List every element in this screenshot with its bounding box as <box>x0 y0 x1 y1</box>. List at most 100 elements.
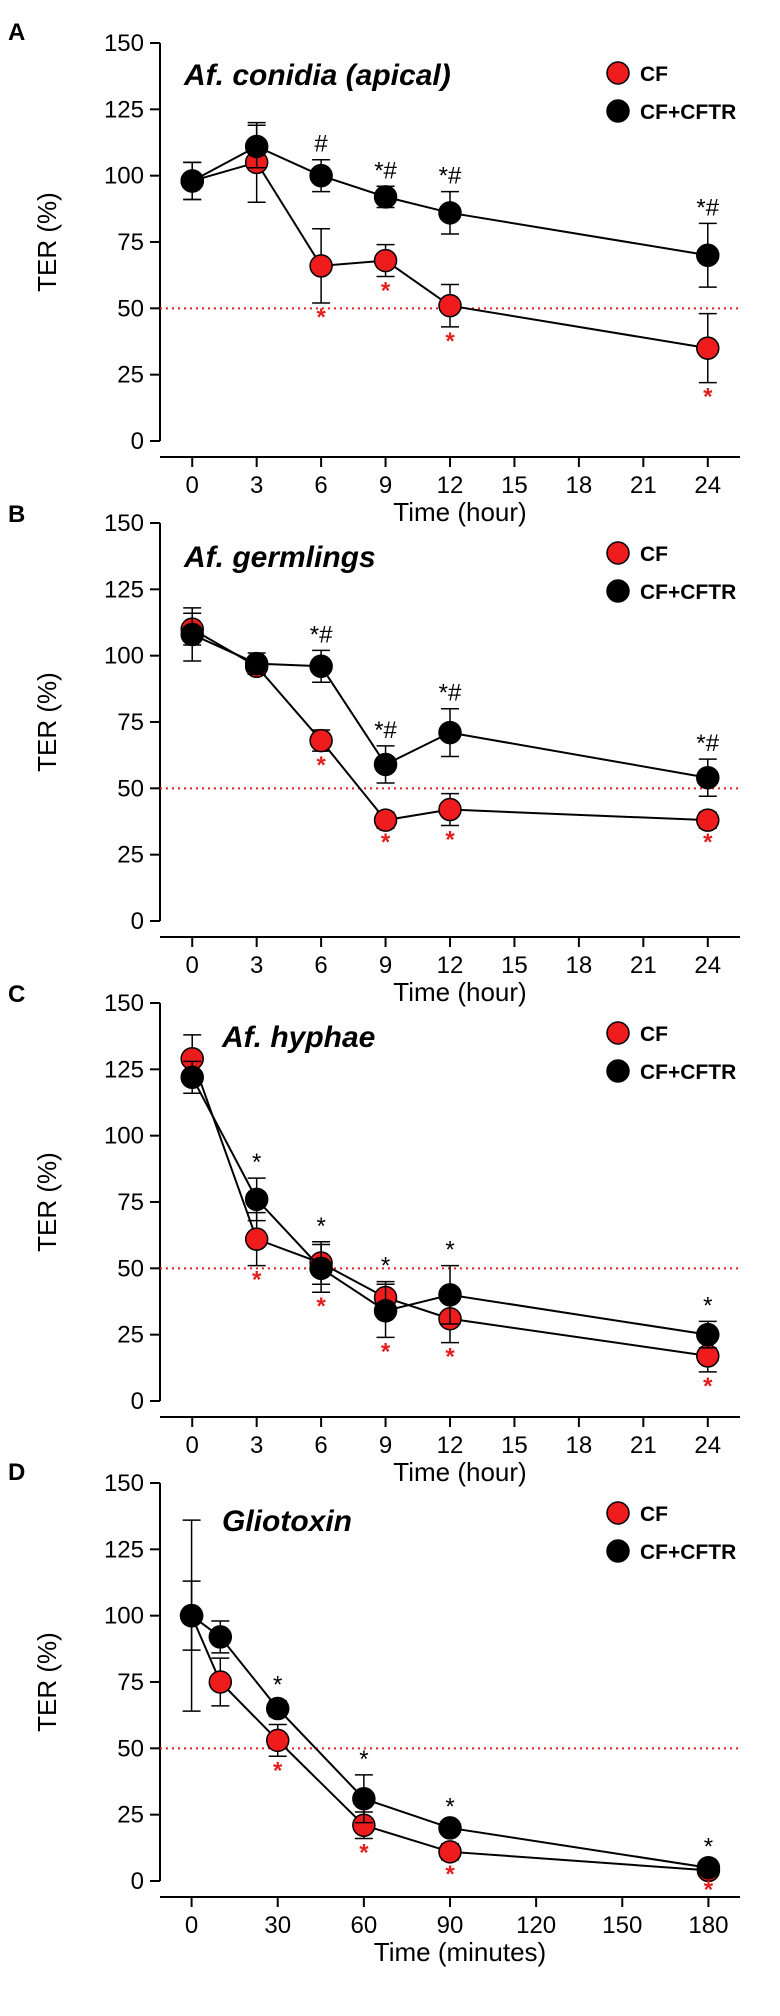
y-tick-label: 100 <box>104 643 144 670</box>
significance-marker-top: * <box>704 1833 713 1860</box>
data-point <box>309 728 333 753</box>
data-point <box>373 248 398 273</box>
x-tick-label: 24 <box>694 1432 721 1459</box>
significance-marker-bottom: * <box>316 752 326 779</box>
significance-marker-top: * <box>359 1746 368 1773</box>
panel-d: D 0 25 50 75 100 125 150 TER (%) 0 30 60 90 120 150 180… <box>8 1459 740 1967</box>
panel-letter: D <box>8 1459 25 1486</box>
series-line <box>191 1076 708 1336</box>
significance-marker-bottom: * <box>704 1877 714 1904</box>
data-point <box>208 1670 233 1694</box>
data-point <box>208 1625 233 1649</box>
x-tick-label: 3 <box>250 1432 263 1459</box>
x-tick-label: 18 <box>566 1432 593 1459</box>
legend-label-cf-cftr: CF+CFTR <box>640 1061 736 1084</box>
data-point <box>179 1603 204 1628</box>
significance-marker-bottom: * <box>316 304 326 331</box>
data-point <box>309 1256 333 1281</box>
significance-marker-bottom: * <box>381 277 391 304</box>
y-tick-label: 150 <box>104 1470 144 1497</box>
significance-marker-top: # <box>314 131 328 158</box>
y-tick-label: 50 <box>117 1735 144 1762</box>
significance-marker-bottom: * <box>316 1293 326 1320</box>
legend: CF CF+CFTR <box>606 1501 736 1564</box>
x-tick-label: 180 <box>688 1912 728 1939</box>
x-tick-label: 6 <box>314 472 327 499</box>
data-point <box>373 808 398 832</box>
x-tick-label: 21 <box>630 952 657 979</box>
significance-marker-top: * <box>445 1794 454 1821</box>
y-tick-label: 75 <box>117 229 144 256</box>
data-point <box>309 254 333 278</box>
data-point <box>696 336 720 360</box>
data-point <box>180 622 204 647</box>
series-line <box>190 1615 709 1872</box>
x-tick-label: 24 <box>694 952 721 979</box>
y-tick-label: 25 <box>117 1322 144 1349</box>
x-tick-label: 30 <box>264 1912 291 1939</box>
panel-b: B 0 25 50 75 100 125 150 TER (%) 0 3 6 9 12 15 18 21 24 Ti… <box>8 501 740 1007</box>
data-point <box>373 185 398 209</box>
legend-label-cf: CF <box>640 1503 668 1526</box>
x-tick-label: 90 <box>437 1912 464 1939</box>
significance-marker-bottom: * <box>703 1373 713 1400</box>
x-tick-label: 21 <box>630 472 657 499</box>
significance-marker-bottom: * <box>252 1267 262 1294</box>
data-point <box>180 169 204 193</box>
legend-marker-cf-cftr <box>606 99 630 123</box>
panel-title: Af. germlings <box>183 541 376 574</box>
y-tick-label: 75 <box>117 1669 144 1696</box>
y-tick-label: 0 <box>131 1388 144 1415</box>
data-point <box>244 134 269 159</box>
x-tick-label: 0 <box>185 1912 198 1939</box>
y-tick-label: 100 <box>104 1123 144 1150</box>
significance-marker-top: * <box>252 1149 261 1176</box>
significance-marker-top: *# <box>696 730 719 757</box>
x-tick-label: 15 <box>501 1432 528 1459</box>
data-point <box>696 765 720 790</box>
significance-marker-top: *# <box>696 194 719 221</box>
series-cf-cftr <box>180 124 720 288</box>
x-tick-label: 0 <box>186 1432 199 1459</box>
y-tick-label: 125 <box>104 96 144 123</box>
legend-label-cf-cftr: CF+CFTR <box>640 1541 736 1564</box>
x-axis-label: Time (minutes) <box>374 1937 546 1967</box>
significance-marker-top: *# <box>374 157 397 184</box>
y-axis-label: TER (%) <box>32 1632 62 1732</box>
data-point <box>438 1840 462 1864</box>
data-point <box>244 1227 269 1251</box>
panel-letter: A <box>8 19 25 46</box>
legend: CF CF+CFTR <box>606 61 736 124</box>
data-point <box>696 243 720 268</box>
x-tick-label: 18 <box>566 952 593 979</box>
significance-marker-top: * <box>381 1253 390 1280</box>
panel-letter: B <box>8 501 25 528</box>
y-tick-label: 125 <box>104 1536 144 1563</box>
x-tick-label: 6 <box>314 952 327 979</box>
data-point <box>438 797 462 822</box>
legend-label-cf: CF <box>640 1023 668 1046</box>
legend-marker-cf <box>606 61 630 85</box>
x-tick-label: 9 <box>379 1432 392 1459</box>
series-line <box>191 145 708 257</box>
significance-marker-bottom: * <box>273 1757 283 1784</box>
x-tick-label: 24 <box>694 472 721 499</box>
x-tick-label: 3 <box>250 472 263 499</box>
series-cf-cftr <box>180 607 720 798</box>
data-point <box>265 1696 290 1721</box>
y-axis-label: TER (%) <box>32 192 62 292</box>
significance-marker-bottom: * <box>703 384 713 411</box>
x-tick-label: 3 <box>250 952 263 979</box>
data-point <box>438 1283 462 1307</box>
series-line <box>191 1058 708 1357</box>
y-tick-label: 0 <box>131 1868 144 1895</box>
significance-marker-bottom: * <box>445 328 455 355</box>
data-point <box>309 654 333 679</box>
legend-marker-cf <box>606 1501 630 1525</box>
significance-marker-top: * <box>703 1292 712 1319</box>
x-tick-label: 12 <box>437 952 464 979</box>
data-point <box>438 720 462 745</box>
panel-title: Gliotoxin <box>222 1505 352 1538</box>
significance-marker-top: *# <box>439 163 462 190</box>
